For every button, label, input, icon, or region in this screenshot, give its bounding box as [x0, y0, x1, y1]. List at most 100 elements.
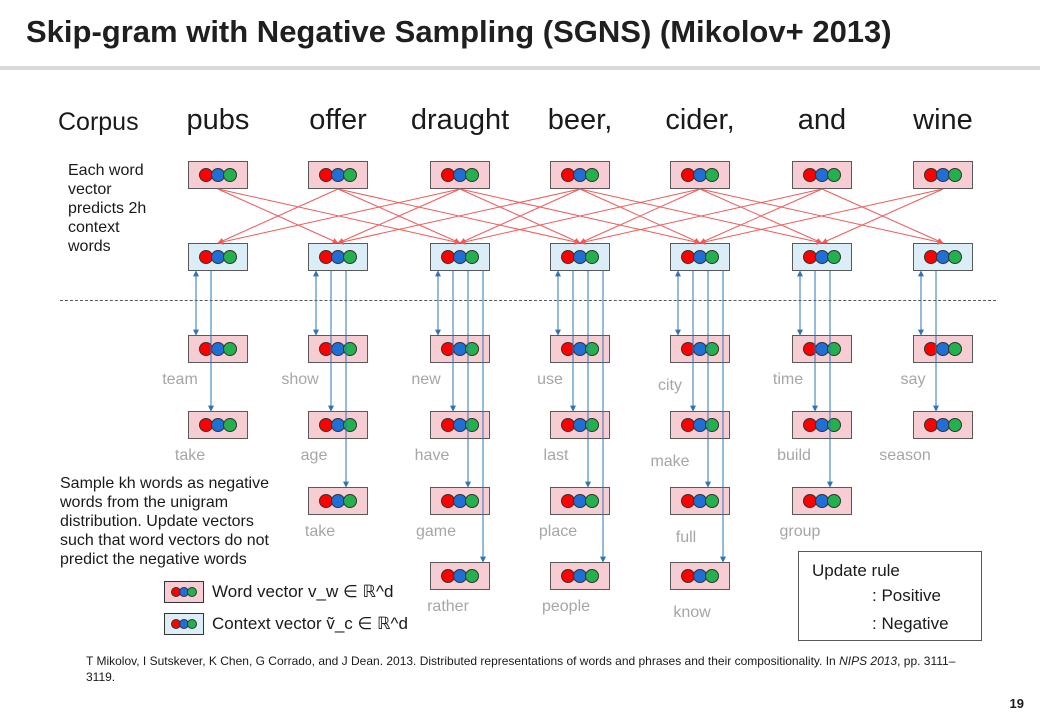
positive-arrow	[217, 188, 461, 245]
positive-arrow	[337, 188, 461, 244]
sampling-note-line: Sample kh words as negative	[60, 475, 269, 492]
negative-word-label: full	[675, 529, 697, 546]
vector-dots	[551, 563, 609, 589]
negative-vector-box	[670, 487, 730, 515]
vector-component	[585, 494, 599, 508]
negative-vector-box	[188, 335, 248, 363]
negative-word-label: new	[411, 371, 441, 388]
word-vector-box	[188, 161, 248, 189]
negative-word-label: group	[779, 523, 821, 540]
corpus-label: Corpus	[58, 108, 139, 136]
vector-component	[705, 250, 719, 264]
word-vector-legend-swatch	[164, 581, 204, 603]
each-word-note-line: predicts 2h	[68, 200, 147, 217]
vector-dots	[793, 244, 851, 270]
negative-vector-box	[308, 335, 368, 363]
positive-arrow	[699, 188, 823, 244]
word-vector-box	[670, 161, 730, 189]
negative-vector-box	[188, 411, 248, 439]
slide-title: Skip-gram with Negative Sampling (SGNS) …	[26, 14, 892, 49]
negative-word-label: time	[772, 371, 804, 388]
corpus-word: draught	[410, 104, 510, 136]
negative-word-label: take	[304, 523, 336, 540]
negative-word-label: game	[415, 523, 457, 540]
corpus-word: offer	[309, 104, 367, 136]
corpus-word: beer,	[547, 104, 613, 136]
vector-component	[948, 342, 962, 356]
vector-component	[343, 494, 357, 508]
word-vector-box	[308, 161, 368, 189]
vector-dots	[309, 244, 367, 270]
vector-component	[827, 250, 841, 264]
sampling-note-line: such that word vectors do not	[60, 532, 269, 549]
negative-word-label: last	[543, 447, 569, 464]
vector-dots	[431, 162, 489, 188]
negative-rule-label: : Negative	[872, 614, 949, 633]
context-vector-legend-text: Context vector ṽ_c ∈ ℝ^d	[212, 614, 408, 633]
vector-component	[465, 494, 479, 508]
negative-word-label: people	[541, 598, 591, 615]
vector-component	[223, 418, 237, 432]
each-word-note-line: words	[68, 238, 111, 255]
vector-dots	[671, 488, 729, 514]
vector-dots	[551, 244, 609, 270]
negative-vector-box	[913, 335, 973, 363]
update-rule-box: Update rule : Positive : Negative	[798, 551, 982, 641]
vector-component	[343, 250, 357, 264]
negative-word-label: rather	[427, 598, 469, 615]
vector-dots	[431, 244, 489, 270]
vector-dots	[914, 162, 972, 188]
each-word-note: Each word vector predicts 2h context wor…	[68, 161, 146, 256]
vector-dots	[431, 563, 489, 589]
vector-dots	[189, 162, 247, 188]
vector-dots	[914, 412, 972, 438]
corpus-word: wine	[913, 104, 973, 136]
negative-word-label: make	[650, 453, 690, 470]
vector-dots	[189, 244, 247, 270]
vector-dots	[551, 336, 609, 362]
vector-component	[465, 569, 479, 583]
vector-dots	[671, 563, 729, 589]
vector-component	[705, 168, 719, 182]
positive-arrow	[821, 188, 944, 244]
negative-vector-box	[430, 562, 490, 590]
vector-component	[343, 168, 357, 182]
word-vector-legend-label: Word vector v_w ∈ ℝ^d	[212, 582, 393, 602]
vector-component	[948, 418, 962, 432]
vector-component	[827, 494, 841, 508]
sampling-note-line: distribution. Update vectors	[60, 513, 254, 530]
each-word-note-line: context	[68, 219, 120, 236]
negative-vector-box	[550, 335, 610, 363]
negative-word-label: know	[673, 604, 711, 621]
negative-vector-box	[308, 487, 368, 515]
vector-dots	[671, 244, 729, 270]
vector-component	[223, 250, 237, 264]
positive-arrow	[337, 188, 581, 245]
negative-word-label: team	[162, 371, 198, 388]
negative-vector-box	[670, 562, 730, 590]
vector-component	[465, 250, 479, 264]
negative-word-label: say	[900, 371, 926, 388]
vector-dots	[431, 336, 489, 362]
update-rule-title: Update rule	[812, 561, 900, 580]
negative-vector-box	[670, 411, 730, 439]
negative-vector-box	[792, 411, 852, 439]
negative-word-label: use	[537, 371, 563, 388]
negative-word-label: season	[879, 447, 931, 464]
reference-pages: , pp. 3111–3119.	[86, 654, 956, 684]
vector-component	[223, 342, 237, 356]
vector-dots	[793, 162, 851, 188]
corpus-word: pubs	[186, 104, 250, 136]
reference-text: T Mikolov, I Sutskever, K Chen, G Corrad…	[86, 654, 840, 668]
context-vector-box	[188, 243, 248, 271]
vector-dots	[793, 488, 851, 514]
positive-arrow	[699, 188, 944, 245]
negative-sampling-note: Sample kh words as negative words from t…	[60, 474, 269, 569]
negative-vector-box	[550, 487, 610, 515]
negative-word-label: age	[300, 447, 328, 464]
vector-dots	[189, 412, 247, 438]
negative-word-label: build	[777, 447, 811, 464]
vector-dots	[309, 162, 367, 188]
reference-venue: NIPS 2013	[839, 654, 898, 668]
